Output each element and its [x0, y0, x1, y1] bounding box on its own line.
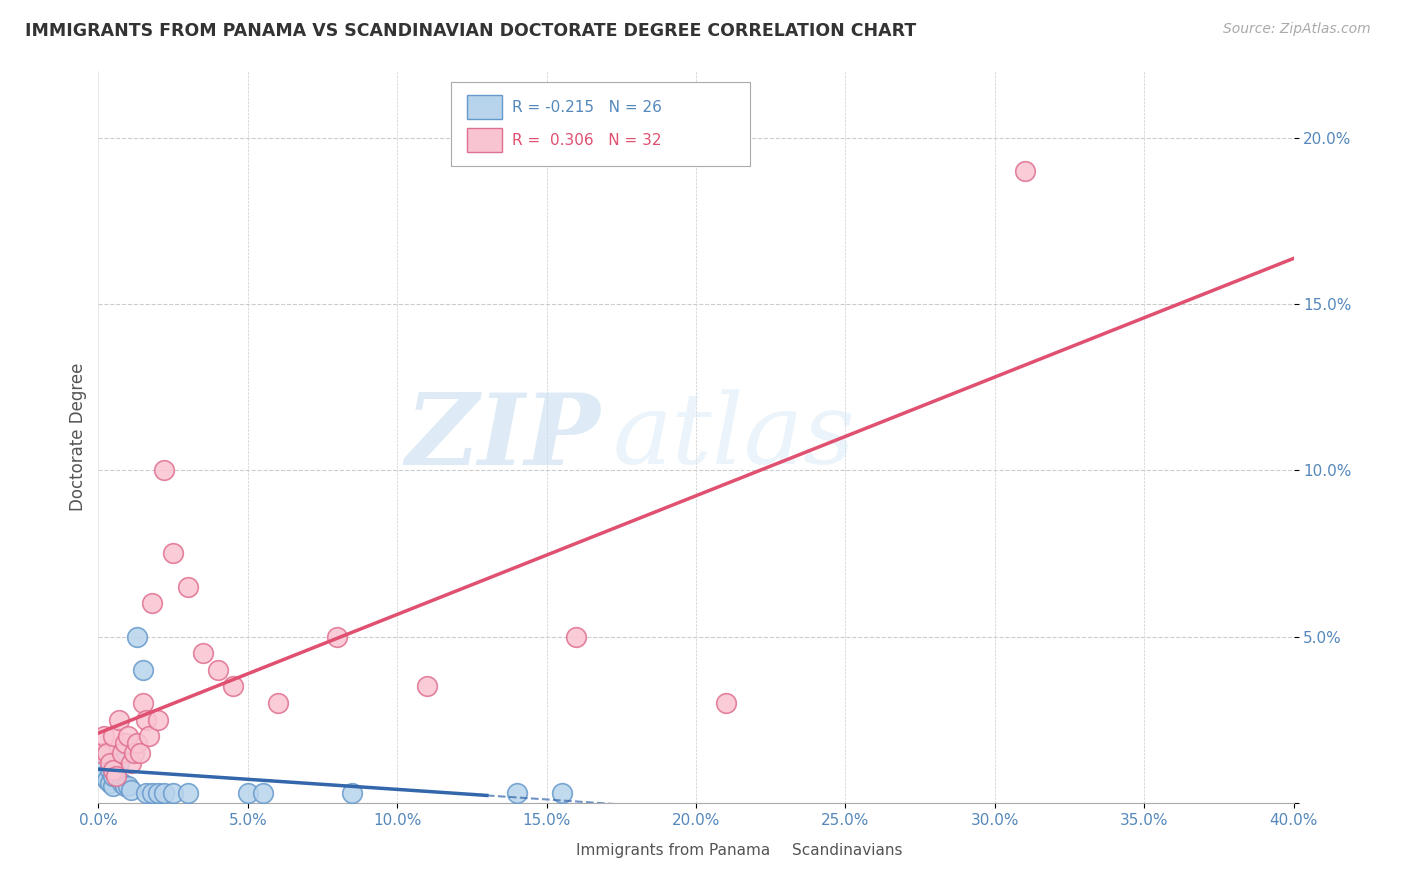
Point: [105, 763, 128, 777]
Point: [132, 663, 155, 677]
Point: [114, 736, 136, 750]
Point: [1014, 164, 1036, 178]
Point: [138, 729, 160, 743]
Point: [103, 769, 125, 783]
Point: [162, 786, 184, 800]
Point: [117, 779, 139, 793]
Point: [103, 763, 125, 777]
Point: [96, 772, 118, 787]
Point: [191, 646, 214, 660]
Text: Immigrants from Panama: Immigrants from Panama: [576, 843, 770, 858]
Point: [108, 713, 131, 727]
Point: [506, 786, 529, 800]
Point: [103, 729, 125, 743]
FancyBboxPatch shape: [467, 128, 502, 152]
Point: [565, 630, 588, 644]
Text: Source: ZipAtlas.com: Source: ZipAtlas.com: [1223, 22, 1371, 37]
Point: [236, 786, 259, 800]
Point: [124, 746, 146, 760]
Point: [416, 680, 439, 694]
FancyBboxPatch shape: [756, 836, 786, 865]
Point: [207, 663, 229, 677]
Text: Scandinavians: Scandinavians: [792, 843, 903, 858]
Point: [96, 746, 118, 760]
Point: [162, 546, 184, 560]
Point: [714, 696, 737, 710]
Point: [326, 630, 349, 644]
Point: [111, 746, 134, 760]
Point: [141, 596, 163, 610]
FancyBboxPatch shape: [541, 836, 571, 865]
FancyBboxPatch shape: [467, 95, 502, 119]
Point: [153, 463, 176, 477]
Point: [108, 756, 131, 770]
Text: atlas: atlas: [613, 390, 855, 484]
Point: [252, 786, 274, 800]
Point: [120, 782, 142, 797]
Point: [90, 763, 112, 777]
Point: [132, 696, 155, 710]
Point: [153, 786, 176, 800]
Point: [177, 580, 200, 594]
Point: [135, 713, 157, 727]
Point: [111, 776, 134, 790]
Point: [98, 763, 122, 777]
Point: [342, 786, 364, 800]
FancyBboxPatch shape: [451, 82, 749, 167]
Point: [93, 769, 115, 783]
Point: [98, 776, 122, 790]
Point: [148, 786, 170, 800]
Point: [120, 756, 142, 770]
Point: [222, 680, 245, 694]
Point: [141, 786, 163, 800]
Y-axis label: Doctorate Degree: Doctorate Degree: [69, 363, 87, 511]
Point: [105, 769, 128, 783]
Text: IMMIGRANTS FROM PANAMA VS SCANDINAVIAN DOCTORATE DEGREE CORRELATION CHART: IMMIGRANTS FROM PANAMA VS SCANDINAVIAN D…: [25, 22, 917, 40]
Point: [93, 729, 115, 743]
Point: [135, 786, 157, 800]
Point: [90, 746, 112, 760]
Point: [550, 786, 572, 800]
Point: [177, 786, 200, 800]
Point: [148, 713, 170, 727]
Point: [127, 736, 149, 750]
Text: R =  0.306   N = 32: R = 0.306 N = 32: [512, 133, 661, 147]
Point: [267, 696, 290, 710]
Point: [103, 779, 125, 793]
Point: [117, 729, 139, 743]
Text: ZIP: ZIP: [405, 389, 600, 485]
Point: [129, 746, 152, 760]
Text: R = -0.215   N = 26: R = -0.215 N = 26: [512, 100, 662, 115]
Point: [127, 630, 149, 644]
Point: [114, 779, 136, 793]
Point: [98, 756, 122, 770]
